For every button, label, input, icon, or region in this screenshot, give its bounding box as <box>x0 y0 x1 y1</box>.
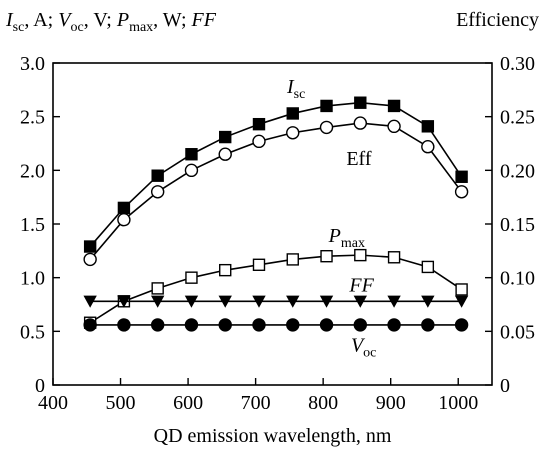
data-point <box>150 318 165 332</box>
data-point <box>354 96 367 109</box>
y-left-tick-label: 1.0 <box>20 268 45 290</box>
y-right-tick-label: 0.20 <box>500 160 535 182</box>
data-point <box>117 201 131 215</box>
data-point <box>151 282 164 295</box>
y-right-axis-label: Efficiency <box>456 9 539 31</box>
y-left-tick-label: 3.0 <box>20 53 45 75</box>
series-line <box>89 254 463 324</box>
data-point <box>83 318 97 332</box>
series-layer <box>83 96 469 332</box>
series-isc <box>83 96 468 253</box>
data-point <box>320 249 333 263</box>
x-tick-label: 700 <box>241 392 271 414</box>
series-line <box>89 122 463 260</box>
series-eff <box>83 116 469 267</box>
data-point <box>252 318 266 332</box>
data-point <box>117 318 131 332</box>
x-tick-label: 500 <box>106 392 136 414</box>
data-point <box>83 295 97 308</box>
data-point <box>454 318 469 332</box>
data-point <box>218 318 232 332</box>
data-point <box>319 295 334 308</box>
data-point <box>219 263 232 277</box>
data-point <box>421 260 435 274</box>
data-point <box>421 295 435 308</box>
series-label-voc: Voc <box>351 335 376 361</box>
data-point <box>252 295 266 308</box>
data-point <box>184 163 199 178</box>
data-point <box>387 119 401 134</box>
data-point <box>455 283 468 296</box>
data-point <box>354 248 367 262</box>
labels-layer: 400 500 600 700 800 900 1000 0 0.5 1.0 1.5 2.0 2.5 3.… <box>5 9 539 447</box>
data-point <box>319 120 334 135</box>
x-tick-label: 900 <box>376 392 406 414</box>
data-point <box>286 253 299 266</box>
data-point <box>353 295 367 308</box>
data-point <box>421 120 435 133</box>
data-point <box>184 318 199 332</box>
data-point <box>454 185 469 199</box>
data-point <box>150 185 165 199</box>
data-point <box>151 295 165 308</box>
data-point <box>252 117 266 131</box>
data-point <box>184 295 199 308</box>
y-right-tick-label: 0.15 <box>500 214 535 236</box>
y-right-tick-label: 0 <box>500 375 510 397</box>
x-tick-label: 1000 <box>438 392 478 414</box>
data-point <box>387 251 401 264</box>
y-right-tick-label: 0.10 <box>500 268 535 290</box>
data-point <box>421 318 435 332</box>
x-axis-label: QD emission wavelength, nm <box>154 425 392 447</box>
y-left-axis-label: Isc, A; Voc, V; Pmax, W; FF <box>5 9 217 35</box>
data-point <box>286 126 300 140</box>
series-voc <box>83 318 469 332</box>
data-point <box>387 295 401 308</box>
y-left-tick-label: 1.5 <box>20 214 45 236</box>
x-tick-label: 600 <box>173 392 203 414</box>
data-point <box>387 99 401 113</box>
data-point <box>218 147 232 161</box>
data-point <box>151 169 164 182</box>
data-point <box>320 99 333 113</box>
series-label-eff: Eff <box>346 148 372 170</box>
data-point <box>286 107 299 120</box>
data-point <box>319 318 334 332</box>
data-point <box>454 295 469 308</box>
y-left-tick-label: 2.5 <box>20 107 45 129</box>
ticks-layer <box>52 62 492 386</box>
data-point <box>117 295 131 308</box>
y-left-tick-label: 2.0 <box>20 160 45 182</box>
data-point <box>219 130 232 144</box>
data-point <box>455 170 468 183</box>
x-tick-label: 800 <box>308 392 338 414</box>
x-tick-label: 400 <box>38 392 68 414</box>
data-point <box>353 318 367 332</box>
data-point <box>185 271 198 284</box>
y-right-tick-label: 0.30 <box>500 53 535 75</box>
series-label-isc: Isc <box>286 76 305 102</box>
y-right-tick-label: 0.05 <box>500 321 535 343</box>
series-line <box>89 101 463 248</box>
series-label-ff: FF <box>348 275 374 297</box>
y-left-tick-label: 0.5 <box>20 321 45 343</box>
data-point <box>83 252 97 267</box>
y-left-tick-label: 0 <box>35 375 45 397</box>
y-right-tick-label: 0.25 <box>500 107 535 129</box>
data-point <box>286 295 300 308</box>
data-point <box>353 116 367 130</box>
data-point <box>252 134 266 149</box>
data-point <box>286 318 300 332</box>
data-point <box>218 295 232 308</box>
data-point <box>117 213 131 227</box>
data-point <box>83 240 97 253</box>
data-point <box>185 148 198 161</box>
series-pmax <box>83 248 468 329</box>
series-ff <box>83 295 469 308</box>
series-label-pmax: Pmax <box>328 225 365 251</box>
data-point <box>252 258 266 271</box>
data-point <box>421 140 435 154</box>
data-point <box>387 318 401 332</box>
